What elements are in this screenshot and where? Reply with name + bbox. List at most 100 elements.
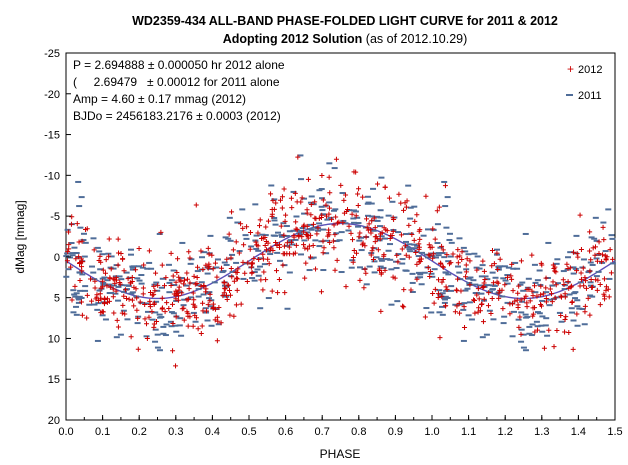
- data-point-2012: [129, 274, 135, 280]
- data-point-2012: [587, 248, 593, 254]
- data-point-2012: [354, 250, 360, 256]
- data-point-2012: [184, 270, 190, 276]
- data-point-2012: [266, 261, 272, 267]
- data-point-2012: [574, 251, 580, 257]
- data-point-2012: [550, 279, 556, 285]
- data-point-2012: [212, 317, 218, 323]
- data-point-2012: [488, 311, 494, 317]
- data-point-2012: [257, 217, 263, 223]
- data-point-2012: [186, 286, 192, 292]
- data-point-2012: [326, 174, 332, 180]
- data-point-2012: [363, 216, 369, 222]
- data-point-2012: [564, 261, 570, 267]
- data-point-2012: [312, 199, 318, 205]
- data-point-2012: [532, 283, 538, 289]
- data-point-2012: [106, 236, 112, 242]
- data-point-2012: [303, 260, 309, 266]
- data-point-2012: [386, 195, 392, 201]
- data-point-2012: [496, 295, 502, 301]
- data-point-2012: [535, 327, 541, 333]
- data-point-2012: [282, 290, 288, 296]
- data-point-2012: [480, 319, 486, 325]
- data-point-2012: [416, 241, 422, 247]
- data-point-2012: [489, 248, 495, 254]
- data-point-2012: [371, 215, 377, 221]
- data-point-2012: [562, 316, 568, 322]
- data-point-2012: [518, 258, 524, 264]
- data-point-2012: [490, 280, 496, 286]
- data-point-2012: [392, 275, 398, 281]
- data-point-2012: [256, 256, 262, 262]
- data-point-2012: [240, 259, 246, 265]
- data-point-2012: [456, 300, 462, 306]
- data-point-2012: [102, 297, 108, 303]
- y-tick-label: 20: [48, 415, 60, 427]
- data-point-2012: [94, 292, 100, 298]
- data-point-2012: [599, 259, 605, 265]
- data-point-2012: [92, 285, 98, 291]
- data-point-2012: [221, 279, 227, 285]
- data-point-2012: [382, 184, 388, 190]
- data-point-2012: [134, 295, 140, 301]
- data-point-2012: [553, 282, 559, 288]
- data-point-2012: [294, 199, 300, 205]
- data-point-2012: [588, 257, 594, 263]
- annotation-period-2011: ( 2.69479 ± 0.00012 for 2011 alone: [73, 75, 280, 89]
- data-point-2012: [592, 244, 598, 250]
- data-point-2012: [476, 296, 482, 302]
- data-point-2012: [481, 296, 487, 302]
- data-point-2012: [394, 252, 400, 258]
- data-point-2012: [375, 247, 381, 253]
- data-point-2012: [229, 209, 235, 215]
- data-point-2012: [279, 205, 285, 211]
- chart-subtitle-bold: Adopting 2012 Solution: [223, 32, 363, 46]
- data-point-2012: [455, 247, 461, 253]
- y-tick-label: 0: [54, 252, 60, 264]
- data-point-2012: [452, 309, 458, 315]
- data-point-2012: [122, 311, 128, 317]
- x-tick-label: 1.4: [571, 426, 586, 438]
- annotation-period: P = 2.694888 ± 0.000050 hr 2012 alone: [73, 58, 285, 72]
- data-point-2012: [97, 291, 103, 297]
- data-point-2012: [136, 246, 142, 252]
- data-point-2012: [125, 276, 131, 282]
- data-point-2012: [453, 287, 459, 293]
- data-point-2012: [332, 267, 338, 273]
- y-tick-label: -10: [44, 170, 60, 182]
- data-point-2012: [509, 276, 515, 282]
- data-point-2012: [327, 205, 333, 211]
- data-point-2012: [355, 202, 361, 208]
- data-point-2012: [203, 289, 209, 295]
- data-point-2012: [475, 309, 481, 315]
- data-point-2012: [423, 193, 429, 199]
- data-point-2012: [222, 286, 228, 292]
- data-point-2012: [554, 328, 560, 334]
- data-point-2012: [308, 202, 314, 208]
- data-point-2012: [361, 285, 367, 291]
- data-point-2012: [480, 285, 486, 291]
- data-point-2012: [604, 254, 610, 260]
- data-point-2012: [195, 326, 201, 332]
- data-point-2012: [110, 286, 116, 292]
- data-point-2012: [471, 298, 477, 304]
- x-tick-label: 0.6: [278, 426, 293, 438]
- data-point-2012: [273, 240, 279, 246]
- data-point-2012: [72, 283, 78, 289]
- data-point-2012: [530, 293, 536, 299]
- data-point-2012: [142, 302, 148, 308]
- data-point-2012: [459, 249, 465, 255]
- data-point-2012: [323, 202, 329, 208]
- data-point-2012: [516, 324, 522, 330]
- data-point-2012: [151, 324, 157, 330]
- data-point-2012: [587, 229, 593, 235]
- data-point-2012: [461, 304, 467, 310]
- data-point-2012: [144, 336, 150, 342]
- data-point-2012: [185, 323, 191, 329]
- data-point-2012: [302, 275, 308, 281]
- data-point-2012: [192, 303, 198, 309]
- data-point-2012: [350, 237, 356, 243]
- data-point-2012: [565, 279, 571, 285]
- legend: + 2012 2011: [566, 62, 602, 102]
- data-point-2012: [200, 308, 206, 314]
- annotation-bjdo: BJDo = 2456183.2176 ± 0.0003 (2012): [73, 109, 281, 123]
